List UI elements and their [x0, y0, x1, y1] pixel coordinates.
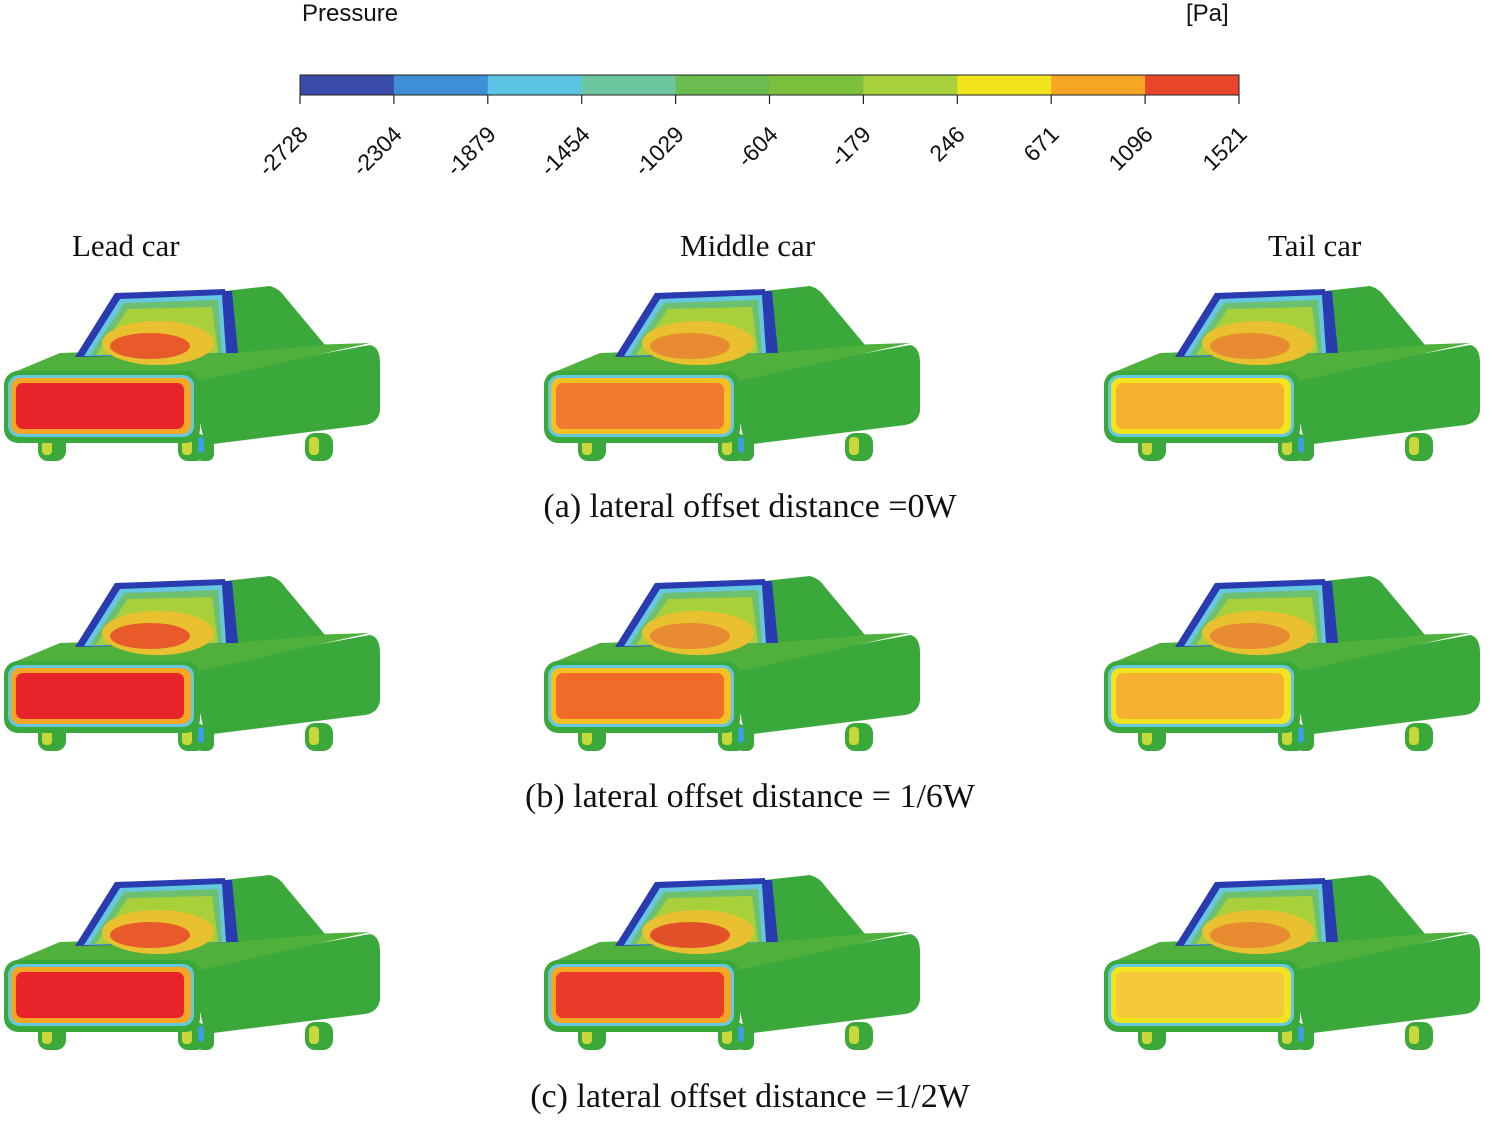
wheel-right — [305, 1022, 333, 1050]
front-pressure-zone — [1116, 383, 1284, 429]
car-cabin-side — [225, 576, 325, 643]
wheel-right — [845, 1022, 873, 1050]
column-header-tail: Tail car — [1268, 228, 1362, 263]
car-cabin-side — [765, 576, 865, 643]
car-cabin-side — [765, 875, 865, 942]
colorbar-segment — [1145, 75, 1240, 95]
wheel-right — [1405, 1022, 1433, 1050]
car-middle-row-1 — [540, 283, 940, 468]
car-cabin-side — [1325, 875, 1425, 942]
wheel-right — [1405, 433, 1433, 461]
windshield-pressure-zone — [110, 623, 190, 649]
colorbar-segment — [675, 75, 770, 95]
car-lead-row-1 — [0, 283, 400, 468]
a-pillar — [762, 291, 778, 353]
colorbar — [299, 74, 1240, 104]
windshield-pressure-zone — [650, 623, 730, 649]
car-tail-row-1 — [1100, 283, 1500, 468]
front-pressure-zone — [16, 673, 184, 719]
a-pillar — [1322, 581, 1338, 643]
caption-row-a: (a) lateral offset distance =0W — [543, 488, 957, 525]
wheel-right — [845, 723, 873, 751]
car-cabin-side — [1325, 576, 1425, 643]
windshield-pressure-zone — [650, 922, 730, 948]
colorbar-unit: [Pa] — [1186, 0, 1229, 27]
a-pillar — [222, 291, 238, 353]
wheel-right — [305, 723, 333, 751]
car-lead-row-2 — [0, 573, 400, 758]
colorbar-segment — [957, 75, 1052, 95]
wheel-right — [1405, 723, 1433, 751]
car-tail-row-3 — [1100, 872, 1500, 1057]
car-cabin-side — [765, 286, 865, 353]
windshield-pressure-zone — [1210, 623, 1290, 649]
caption-row-c: (c) lateral offset distance =1/2W — [530, 1078, 970, 1115]
a-pillar — [762, 880, 778, 942]
colorbar-segment — [1051, 75, 1146, 95]
front-pressure-zone — [1116, 673, 1284, 719]
colorbar-title: Pressure — [302, 0, 399, 27]
car-middle-row-3 — [540, 872, 940, 1057]
front-pressure-zone — [16, 383, 184, 429]
car-cabin-side — [225, 875, 325, 942]
column-header-lead: Lead car — [72, 228, 180, 263]
wheel-right — [845, 433, 873, 461]
a-pillar — [1322, 291, 1338, 353]
front-pressure-zone — [16, 972, 184, 1018]
a-pillar — [222, 880, 238, 942]
front-pressure-zone — [556, 383, 724, 429]
colorbar-segment — [300, 75, 395, 95]
front-pressure-zone — [556, 972, 724, 1018]
caption-row-b: (b) lateral offset distance = 1/6W — [525, 778, 975, 815]
windshield-pressure-zone — [110, 333, 190, 359]
colorbar-segment — [487, 75, 583, 95]
column-header-middle: Middle car — [680, 228, 816, 263]
wheel-right — [305, 433, 333, 461]
car-lead-row-3 — [0, 872, 400, 1057]
windshield-pressure-zone — [650, 333, 730, 359]
car-tail-row-2 — [1100, 573, 1500, 758]
windshield-pressure-zone — [1210, 922, 1290, 948]
car-cabin-side — [225, 286, 325, 353]
front-pressure-zone — [556, 673, 724, 719]
windshield-pressure-zone — [1210, 333, 1290, 359]
a-pillar — [1322, 880, 1338, 942]
colorbar-segment — [769, 75, 864, 95]
a-pillar — [762, 581, 778, 643]
windshield-pressure-zone — [110, 922, 190, 948]
colorbar-segment — [393, 75, 489, 95]
car-cabin-side — [1325, 286, 1425, 353]
front-pressure-zone — [1116, 972, 1284, 1018]
colorbar-segment — [863, 75, 958, 95]
a-pillar — [222, 581, 238, 643]
car-middle-row-2 — [540, 573, 940, 758]
colorbar-segment — [581, 75, 677, 95]
